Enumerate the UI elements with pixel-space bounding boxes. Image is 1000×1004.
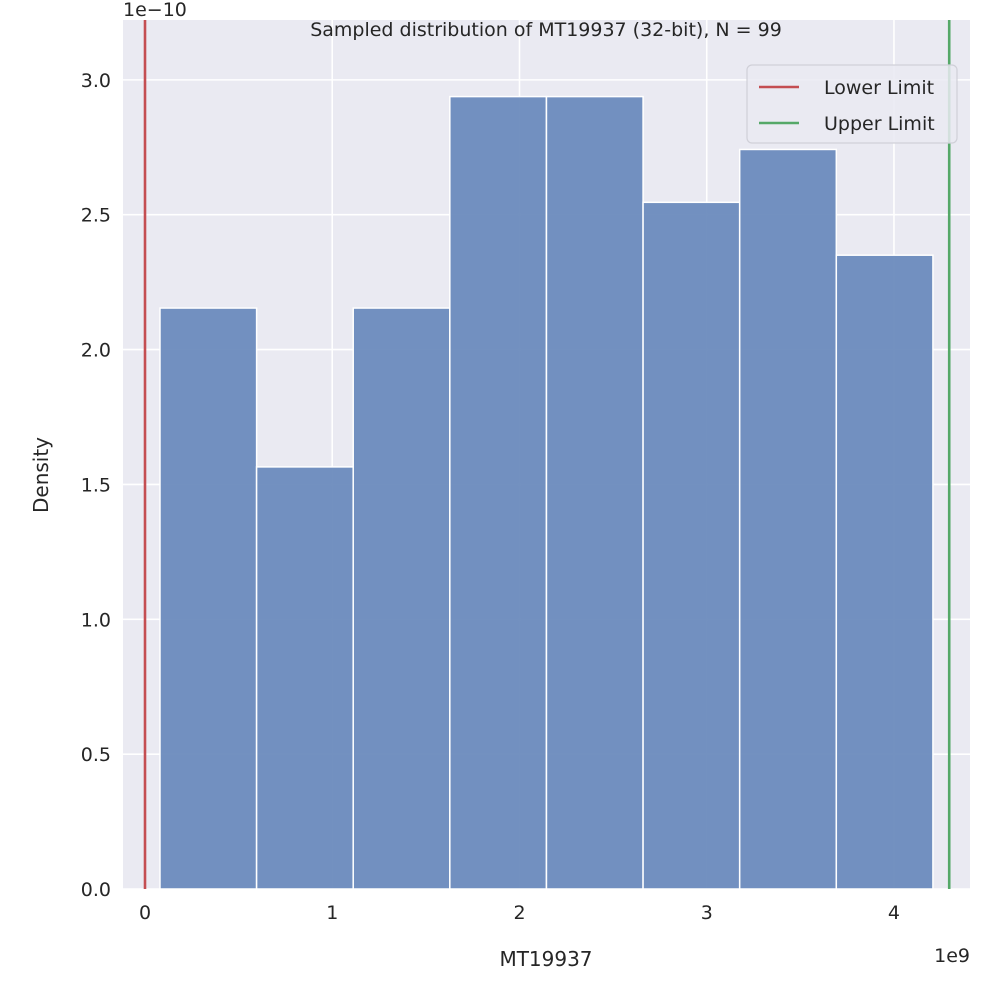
limit-lines (143, 20, 951, 889)
legend-label: Lower Limit (824, 77, 934, 99)
x-tick-label: 4 (888, 902, 900, 924)
histogram-bar (738, 148, 838, 890)
x-tick-label: 2 (513, 902, 525, 924)
y-tick-label: 2.5 (81, 205, 111, 227)
x-tick-label: 3 (701, 902, 713, 924)
x-tick-label: 1 (326, 902, 338, 924)
histogram-bar (642, 201, 741, 890)
histogram-bar (545, 95, 644, 890)
y-tick-label: 1.5 (81, 474, 111, 496)
histogram-bar (352, 307, 451, 890)
legend-box (746, 64, 958, 144)
y-tick-label: 1.0 (81, 609, 111, 631)
y-offset-label: 1e−10 (123, 0, 187, 21)
legend-label: Upper Limit (824, 113, 935, 135)
x-offset-label: 1e9 (934, 945, 970, 967)
x-axis-label: MT19937 (499, 947, 592, 971)
y-tick-label: 3.0 (81, 70, 111, 92)
histogram-bar (449, 95, 548, 890)
y-tick-label: 0.5 (81, 744, 111, 766)
histogram-bar (255, 466, 354, 890)
x-tick-label: 0 (139, 902, 151, 924)
y-tick-label: 2.0 (81, 340, 111, 362)
histogram-bar (835, 254, 934, 890)
y-tick-label: 0.0 (81, 879, 111, 901)
histogram-bar (159, 307, 258, 890)
chart-title: Sampled distribution of MT19937 (32-bit)… (310, 19, 782, 41)
y-axis-label: Density (29, 437, 53, 513)
tick-labels: 0 1 2 3 4 0.0 0.5 1.0 1.5 2.0 2.5 3.0 (81, 70, 900, 924)
legend: Lower Limit Upper Limit (746, 64, 958, 144)
bars (159, 95, 934, 890)
